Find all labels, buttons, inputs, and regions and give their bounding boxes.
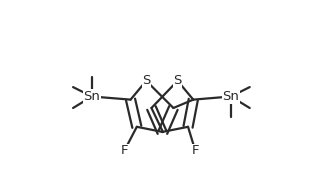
Text: S: S [142, 74, 151, 87]
Text: S: S [174, 74, 182, 87]
Text: Sn: Sn [83, 90, 100, 103]
Text: F: F [120, 144, 128, 157]
Text: F: F [192, 144, 199, 157]
Text: Sn: Sn [222, 90, 239, 103]
